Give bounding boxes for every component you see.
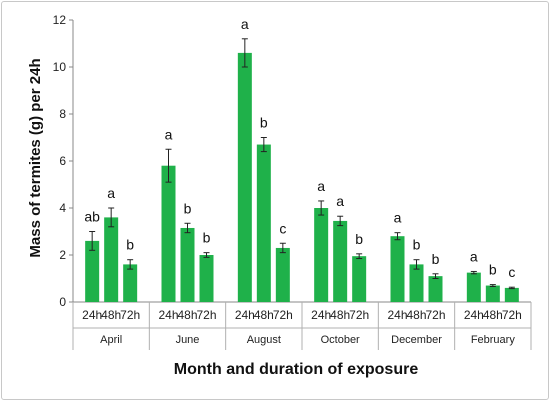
bar bbox=[199, 255, 214, 302]
duration-label: 72h bbox=[120, 308, 140, 322]
significance-letter: a bbox=[165, 126, 173, 142]
significance-letter: a bbox=[394, 210, 402, 226]
y-tick-label: 8 bbox=[59, 107, 66, 121]
duration-label: 24h bbox=[387, 308, 407, 322]
bar bbox=[256, 144, 271, 302]
significance-letter: c bbox=[279, 220, 286, 236]
duration-label: 24h bbox=[235, 308, 255, 322]
duration-label: 48h bbox=[330, 308, 350, 322]
bar bbox=[180, 227, 195, 302]
bar bbox=[504, 287, 519, 302]
significance-letter: a bbox=[317, 178, 325, 194]
duration-label: 48h bbox=[406, 308, 426, 322]
bar bbox=[390, 236, 405, 302]
y-tick-label: 2 bbox=[59, 248, 66, 262]
bar bbox=[466, 272, 481, 302]
y-tick-label: 6 bbox=[59, 154, 66, 168]
significance-letter: b bbox=[260, 115, 268, 131]
y-tick-label: 4 bbox=[59, 201, 66, 215]
bar bbox=[161, 165, 176, 302]
bar bbox=[352, 256, 367, 302]
y-tick-label: 0 bbox=[59, 295, 66, 309]
x-axis-label: Month and duration of exposure bbox=[174, 361, 419, 378]
bar bbox=[409, 264, 424, 302]
bar bbox=[428, 276, 443, 302]
duration-label: 72h bbox=[425, 308, 445, 322]
significance-letter: b bbox=[489, 262, 497, 278]
bar bbox=[314, 208, 329, 302]
duration-label: 24h bbox=[311, 308, 331, 322]
month-label: June bbox=[176, 334, 200, 346]
duration-label: 72h bbox=[273, 308, 293, 322]
significance-letter: b bbox=[184, 200, 192, 216]
significance-letter: b bbox=[203, 230, 211, 246]
month-label: October bbox=[321, 334, 360, 346]
bar bbox=[85, 240, 100, 302]
bar bbox=[333, 220, 348, 302]
bar bbox=[104, 217, 119, 302]
significance-letter: a bbox=[470, 248, 478, 264]
duration-label: 72h bbox=[196, 308, 216, 322]
significance-letter: b bbox=[413, 237, 421, 253]
duration-label: 48h bbox=[254, 308, 274, 322]
duration-label: 24h bbox=[464, 308, 484, 322]
significance-letter: b bbox=[355, 231, 363, 247]
month-label: April bbox=[100, 334, 122, 346]
significance-letter: c bbox=[508, 264, 515, 280]
significance-letter: b bbox=[126, 237, 134, 253]
significance-letter: a bbox=[107, 185, 115, 201]
month-label: August bbox=[247, 334, 281, 346]
duration-label: 72h bbox=[349, 308, 369, 322]
bar bbox=[485, 285, 500, 302]
significance-letter: b bbox=[432, 251, 440, 267]
y-tick-label: 12 bbox=[53, 13, 67, 27]
duration-label: 72h bbox=[502, 308, 522, 322]
significance-letter: a bbox=[241, 16, 249, 32]
duration-label: 48h bbox=[177, 308, 197, 322]
bar bbox=[237, 52, 252, 303]
significance-letter: ab bbox=[84, 209, 100, 225]
duration-label: 48h bbox=[101, 308, 121, 322]
bar bbox=[275, 247, 290, 302]
month-label: December bbox=[391, 334, 442, 346]
duration-label: 48h bbox=[483, 308, 503, 322]
bar bbox=[123, 264, 138, 302]
y-axis-label: Mass of termites (g) per 24h bbox=[27, 58, 44, 257]
duration-label: 24h bbox=[82, 308, 102, 322]
duration-label: 24h bbox=[158, 308, 178, 322]
significance-letter: a bbox=[336, 193, 344, 209]
month-label: February bbox=[471, 334, 516, 346]
y-tick-label: 10 bbox=[53, 60, 67, 74]
